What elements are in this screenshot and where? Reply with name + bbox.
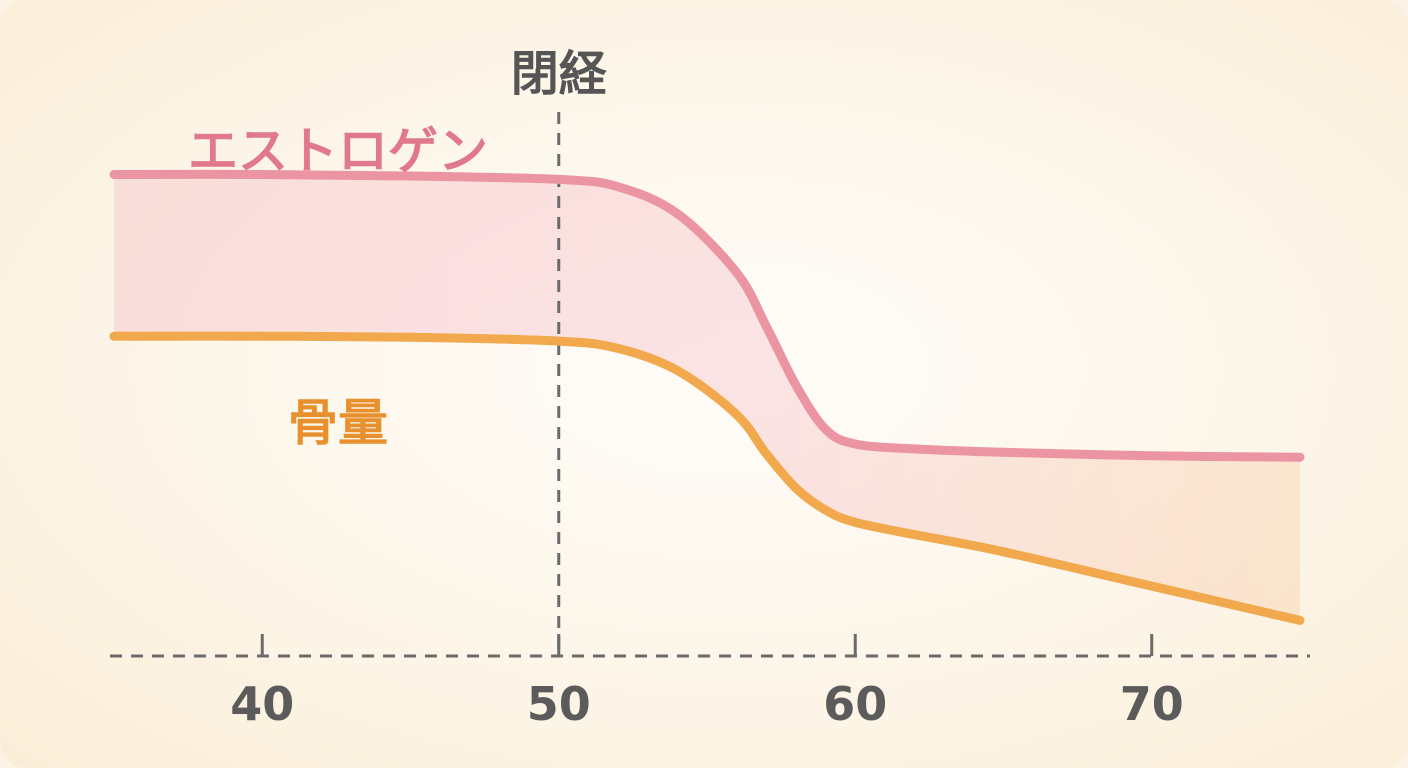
x-tick-label: 60 bbox=[823, 677, 887, 731]
series-line-bone-mass bbox=[109, 331, 1305, 625]
menopause-label: 閉経 bbox=[511, 46, 608, 102]
tick-labels: 40 50 60 70 bbox=[230, 677, 1184, 731]
series-label-estrogen: エストロゲン bbox=[188, 122, 488, 180]
series-line-estrogen bbox=[109, 169, 1305, 462]
tick-marks bbox=[260, 634, 1154, 656]
x-tick-label: 50 bbox=[527, 677, 591, 731]
series-label-bone-mass: 骨量 bbox=[288, 394, 388, 452]
x-tick-label: 40 bbox=[230, 677, 294, 731]
band-fill bbox=[114, 174, 1300, 621]
x-tick-label: 70 bbox=[1120, 677, 1184, 731]
